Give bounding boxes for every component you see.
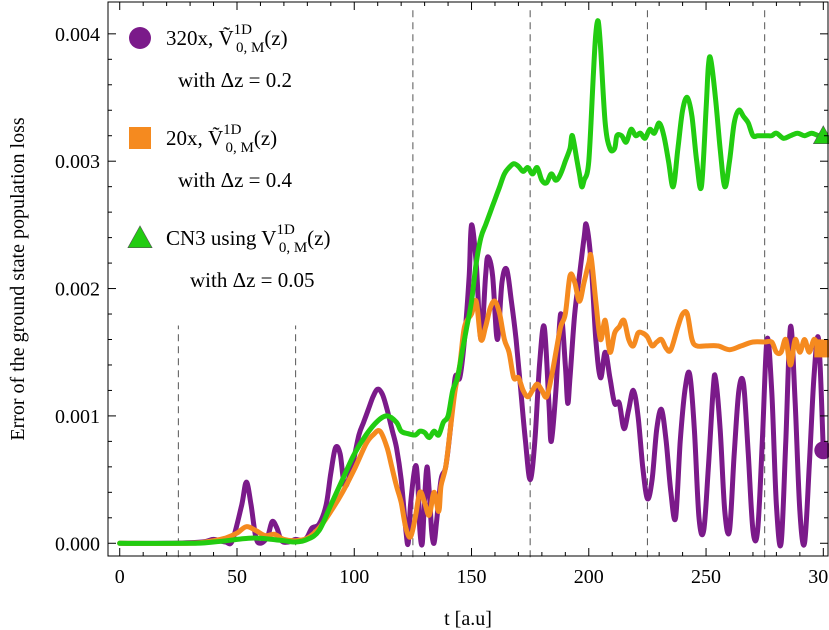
x-tick-label-3: 150 <box>457 566 487 588</box>
series-line-320x <box>117 221 826 549</box>
x-axis-label: t [a.u] <box>444 608 492 630</box>
legend-label-cn3: CN3 using V1D 0, M(z) <box>166 222 330 256</box>
vertical-dashed-lines <box>177 8 766 558</box>
legend-detail-320x: with Δz = 0.2 <box>178 68 292 92</box>
end-marker-320x <box>814 441 829 460</box>
legend: 320x, Ṽ1D 0, M(z) with Δz = 0.2 20x, Ṽ1D 0, … <box>127 22 330 292</box>
legend-detail-20x: with Δz = 0.4 <box>178 168 293 192</box>
y-tick-label-4: 0.004 <box>55 24 100 46</box>
series-line-20x <box>117 251 826 546</box>
x-tick-label-1: 50 <box>227 566 247 588</box>
legend-marker-cn3 <box>127 225 153 248</box>
legend-label-20x: 20x, Ṽ1D 0, M(z) <box>166 122 277 156</box>
x-tick-label-6: 300 <box>808 566 829 588</box>
series-line-cn3 <box>117 18 826 546</box>
legend-label-320x: 320x, Ṽ1D 0, M(z) <box>166 22 288 56</box>
legend-detail-cn3: with Δz = 0.05 <box>190 268 315 292</box>
series-lines <box>117 18 826 549</box>
y-tick-label-3: 0.003 <box>55 151 100 173</box>
y-tick-label-0: 0.000 <box>55 533 100 555</box>
x-tick-label-0: 0 <box>115 566 125 588</box>
legend-marker-20x <box>129 127 151 149</box>
legend-marker-320x <box>129 27 151 49</box>
end-marker-20x <box>814 339 829 358</box>
x-tick-label-2: 100 <box>339 566 369 588</box>
plot-frame <box>107 1 829 557</box>
axes: 0 50 100 150 200 250 300 0.000 0.001 0.002 0.003 0.… <box>55 2 829 588</box>
y-tick-label-1: 0.001 <box>55 406 100 428</box>
x-tick-label-4: 200 <box>574 566 604 588</box>
y-axis-label: Error of the ground state population los… <box>7 117 29 440</box>
x-tick-label-5: 250 <box>691 566 721 588</box>
y-tick-label-2: 0.002 <box>55 279 100 301</box>
